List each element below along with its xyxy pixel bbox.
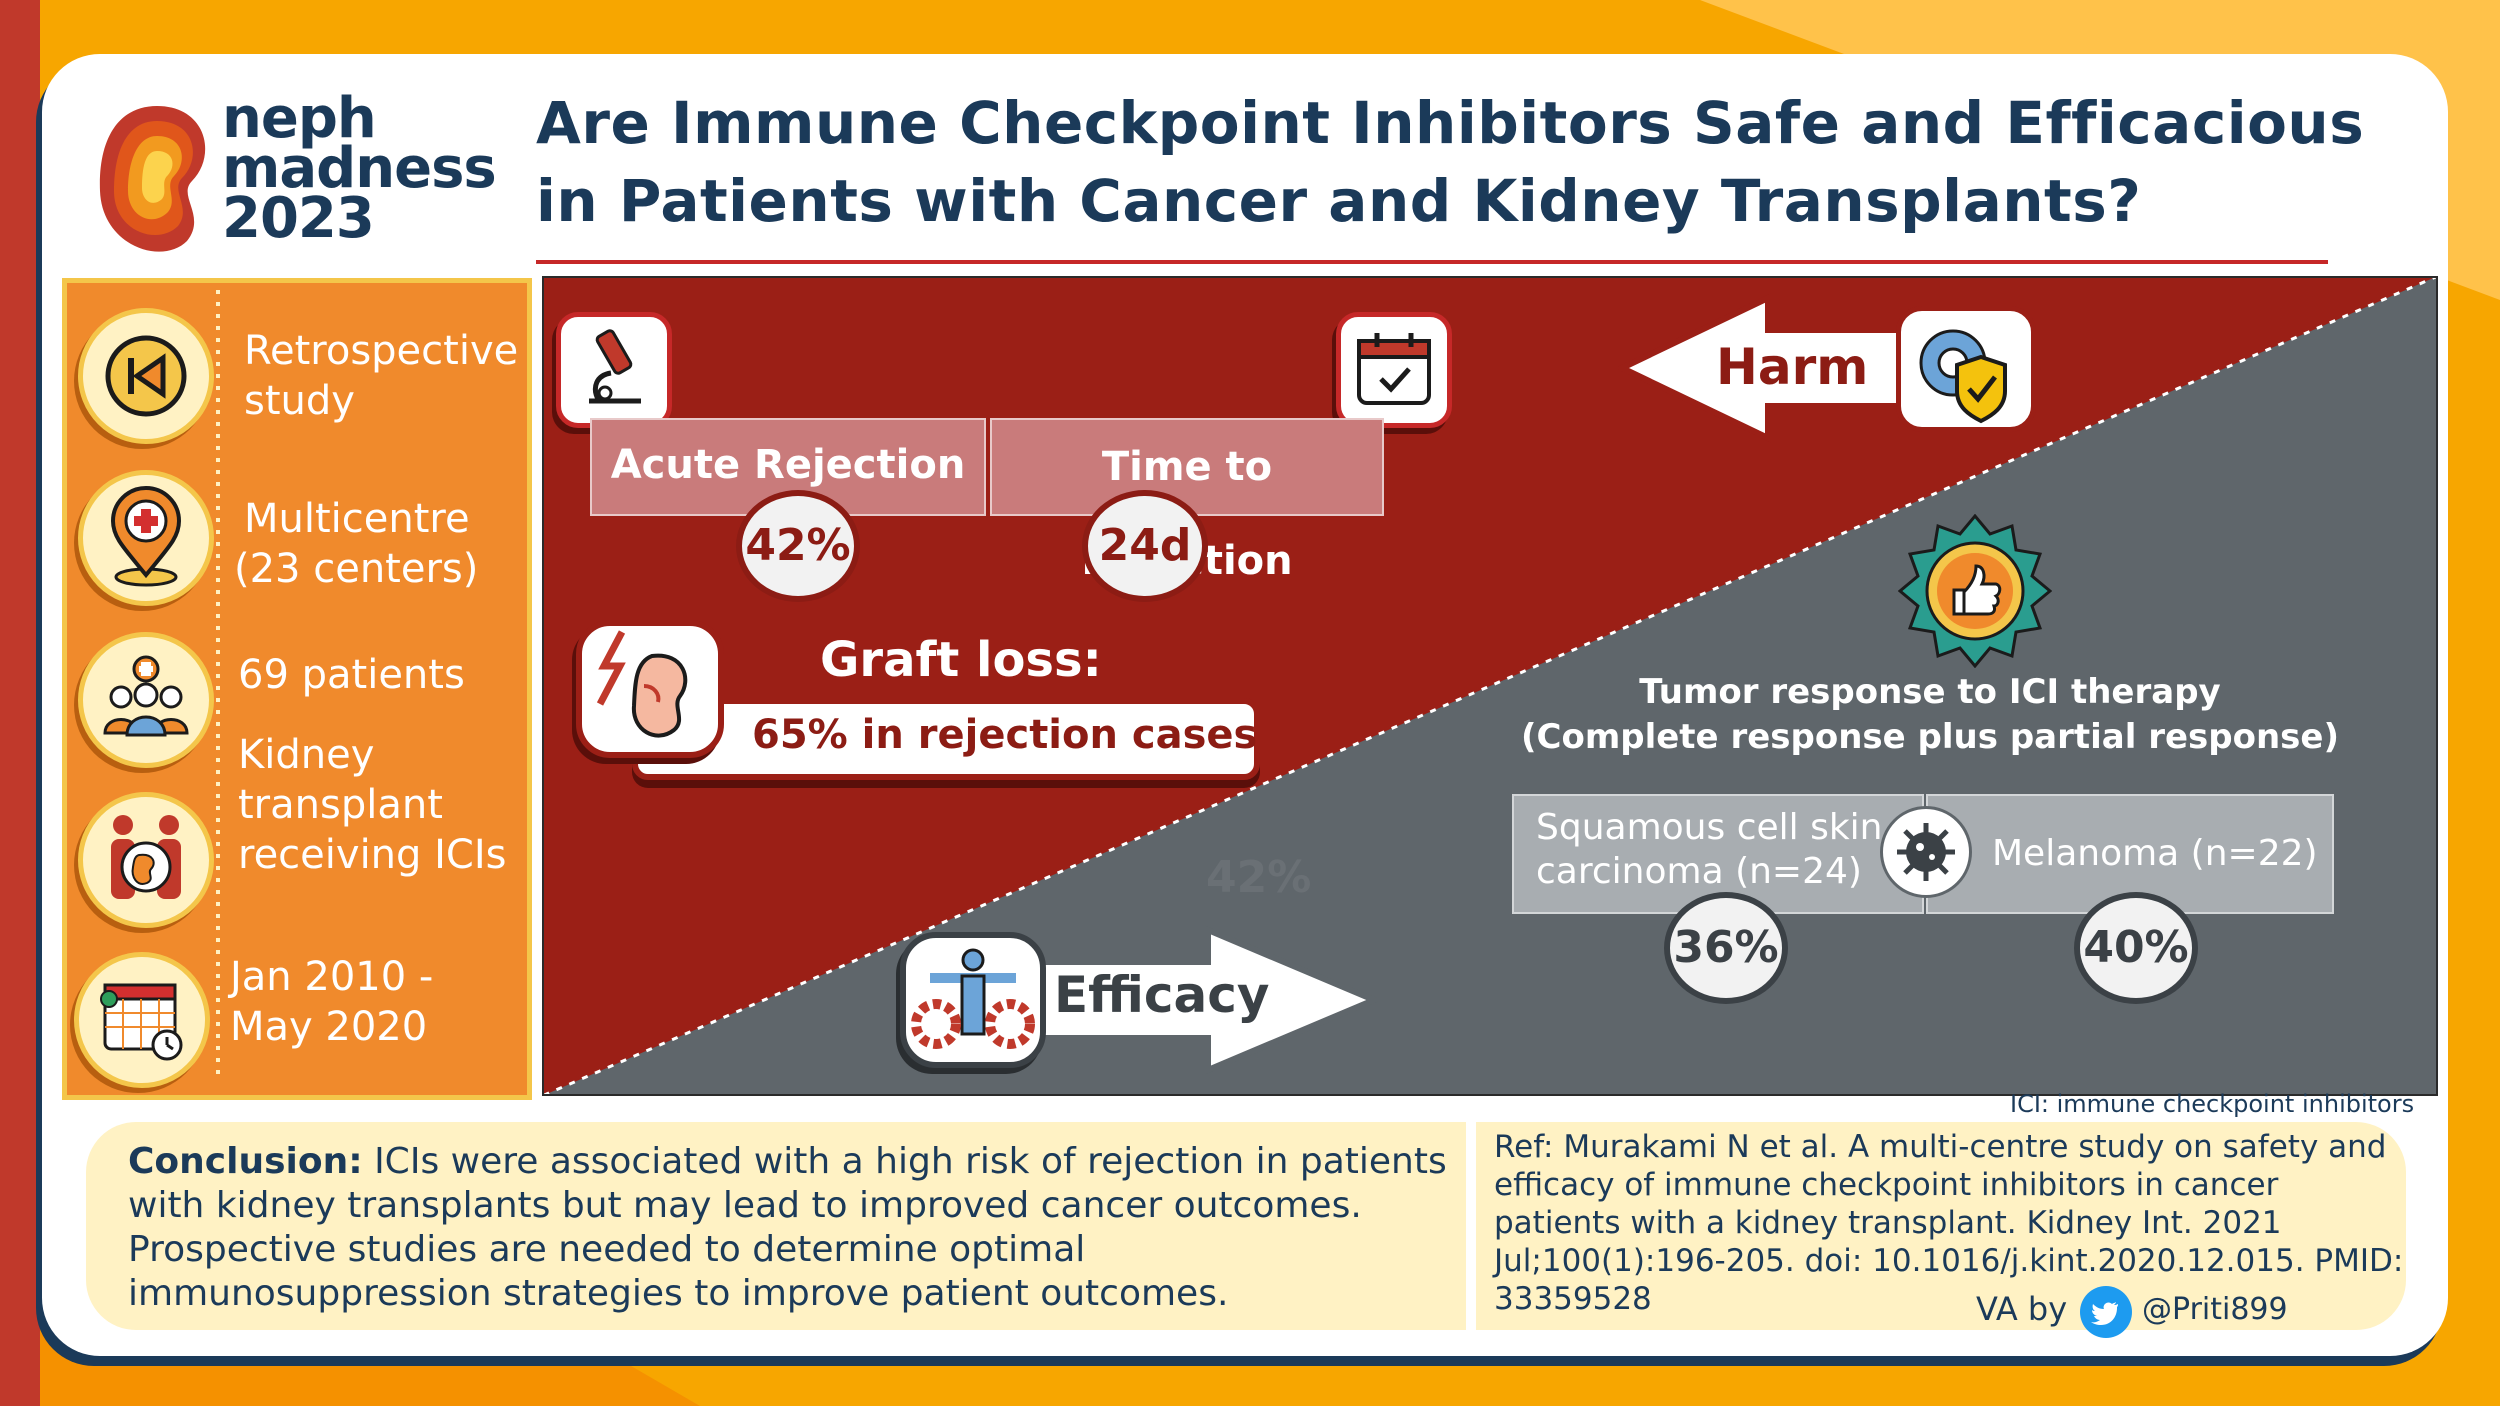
multicentre-line-1: Multicentre [244,496,470,542]
logo-line-neph: neph [222,86,377,151]
abbreviation-footnote: ICI: immune checkpoint inhibitors [2010,1090,2415,1118]
thumbs-up-badge-icon [1897,513,2053,669]
person-gears-icon [900,932,1046,1068]
graft-loss-value: 65% in rejection cases [752,712,1258,758]
graft-loss-label: Graft loss: [820,632,1102,688]
acute-rejection-value: 42% [736,490,860,602]
conclusion-body: ICIs were associated with a high risk of… [128,1141,1447,1314]
efficacy-arrow-icon [1039,925,1378,1075]
logo-wordmark: neph madness 2023 [222,86,497,251]
harm-efficacy-split-panel [542,276,2438,1096]
period-line-2: May 2020 [230,1004,428,1050]
shield-gear-icon [1896,306,2036,432]
scc-line-1: Squamous cell skin [1536,807,1883,848]
conclusion-text: Conclusion: ICIs were associated with a … [128,1140,1448,1316]
credit-prefix: VA by [1976,1290,2068,1328]
hospital-location-icon [78,470,214,606]
melanoma-label: Melanoma (n=22) [1992,833,2318,874]
scc-response-value: 36% [1664,892,1788,1004]
patients-count-text: 69 patients [238,652,465,698]
tumor-response-title: Tumor response to ICI therapy (Complete … [1520,670,2340,760]
page-title: Are Immune Checkpoint Inhibitors Safe an… [536,84,2436,240]
damaged-kidney-icon [576,620,724,758]
rewind-icon [78,308,214,444]
cancer-cell-icon [1880,806,1972,898]
time-to-rejection-label: Time to Rejection [990,418,1384,584]
scc-box: Squamous cell skin carcinoma (n=24) [1512,794,1924,914]
reference-panel [1476,1122,2406,1330]
multicentre-text: Multicentre (23 centers) [234,494,524,594]
tumor-title-line-2: (Complete response plus partial response… [1520,717,2340,757]
tumor-title-line-1: Tumor response to ICI therapy [1639,672,2221,712]
study-design-text: Retrospective study [244,328,519,424]
period-line-1: Jan 2010 - [230,954,434,1000]
logo-line-madness: madness [222,136,497,201]
study-period-text: Jan 2010 - May 2020 [230,952,520,1052]
twitter-bird-icon [2080,1286,2132,1338]
logo-line-year: 2023 [222,186,375,251]
harm-label: Harm [1716,338,1869,396]
neph-madness-logo-icon [99,106,206,252]
efficacy-label: Efficacy [1054,966,1270,1024]
reference-text: Ref: Murakami N et al. A multi-centre st… [1494,1129,2404,1317]
title-divider [536,260,2328,264]
multicentre-line-2: (23 centers) [234,546,479,592]
time-to-rejection-value: 24d [1082,490,1208,602]
kidney-transplant-icon [78,792,214,928]
population-text: Kidney transplant receiving ICIs [238,732,507,878]
melanoma-response-value: 40% [2074,892,2198,1004]
conclusion-heading: Conclusion: [128,1141,363,1182]
scc-line-2: carcinoma (n=24) [1536,851,1862,892]
calendar-check-icon [1336,312,1452,428]
title-line-1: Are Immune Checkpoint Inhibitors Safe an… [536,89,2365,157]
conclusion-panel [86,1122,1466,1330]
title-line-2: in Patients with Cancer and Kidney Trans… [536,167,2142,235]
microscope-icon [556,312,672,428]
patients-group-icon [78,632,214,768]
credit-handle: @Priti899 [2142,1292,2288,1327]
calendar-clock-icon [74,952,210,1088]
credit-line: VA by [1976,1290,2067,1328]
faded-percentage-watermark: 42% [1206,852,1312,903]
panel-dotted-divider [216,290,220,1080]
